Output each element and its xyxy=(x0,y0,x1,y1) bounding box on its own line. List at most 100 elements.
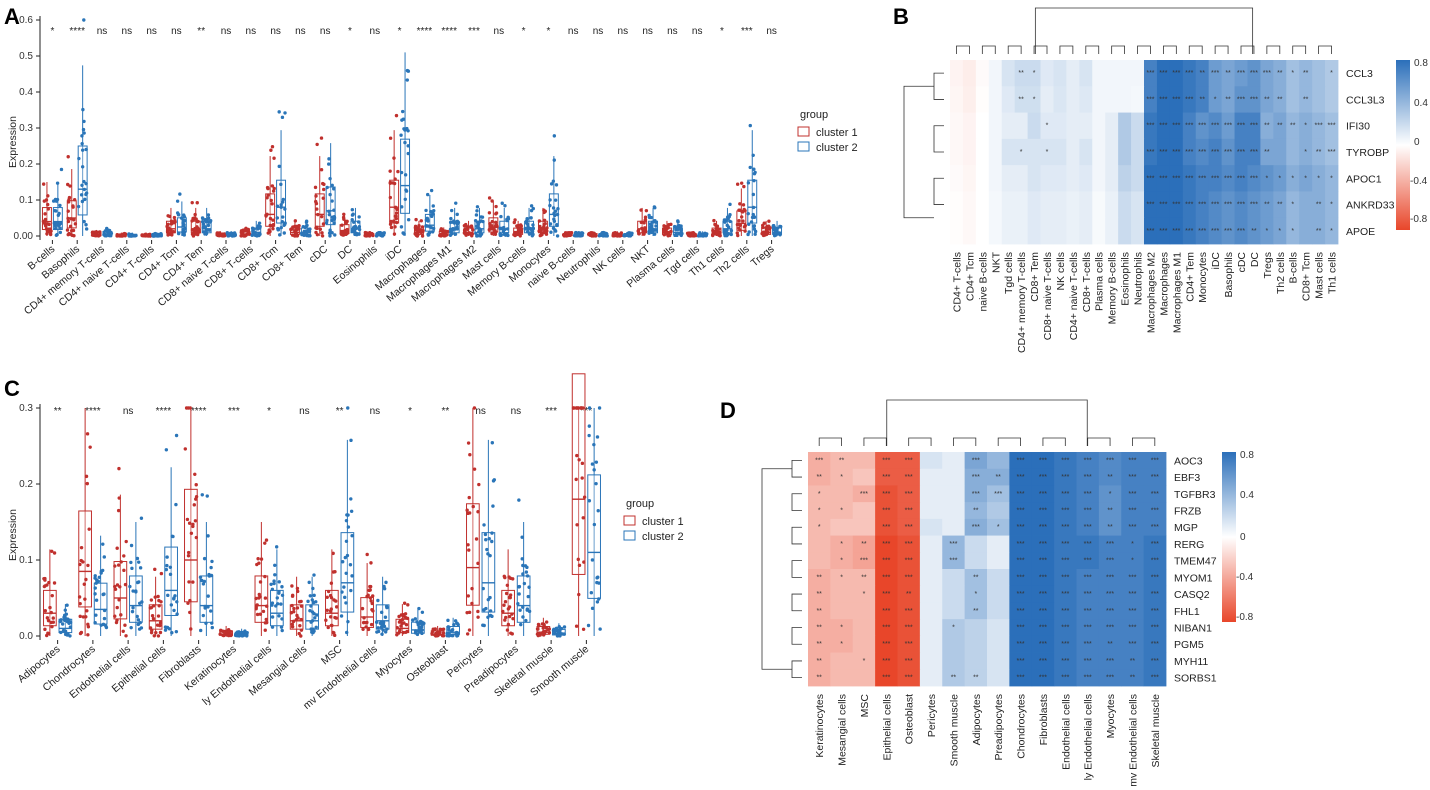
panel-b-cell xyxy=(1079,60,1093,87)
panel-d-cell-star: *** xyxy=(1084,541,1092,548)
panel-a-box xyxy=(276,179,287,224)
panel-c-point xyxy=(406,603,410,607)
panel-b-cell xyxy=(1169,191,1184,219)
panel-d-cell xyxy=(808,635,831,653)
panel-a-point xyxy=(394,220,399,225)
panel-d-cell xyxy=(919,468,943,486)
panel-a-point xyxy=(718,234,722,238)
panel-d-col-label: Keratinocytes xyxy=(814,694,826,758)
legend-swatch-cluster2 xyxy=(623,530,636,541)
panel-a-point xyxy=(454,201,458,205)
panel-a-point xyxy=(388,169,392,173)
panel-d-cell-star: *** xyxy=(1061,508,1069,515)
panel-d-cell-star: *** xyxy=(1039,641,1047,648)
panel-d-cell xyxy=(1054,602,1077,620)
panel-a-point xyxy=(553,198,558,202)
panel-a-point xyxy=(651,229,656,233)
panel-a-point xyxy=(475,209,479,213)
panel-d-cell-star: *** xyxy=(1106,558,1114,565)
panel-c-point xyxy=(465,610,469,615)
panel-b-cell xyxy=(1195,165,1210,192)
panel-d-cell xyxy=(1121,535,1145,553)
panel-c-point xyxy=(158,623,162,628)
panel-c-point xyxy=(60,622,65,626)
panel-d-row-dendrogram-branch xyxy=(791,459,802,478)
panel-b-cell xyxy=(1312,191,1326,219)
panel-d-cell-star: * xyxy=(840,641,843,648)
panel-a-point xyxy=(56,213,61,217)
panel-c-point xyxy=(102,616,107,621)
panel-d-cell-star: * xyxy=(818,524,821,531)
panel-c-point xyxy=(59,619,63,623)
panel-d-cell xyxy=(897,468,921,486)
panel-c-box xyxy=(148,604,163,630)
panel-a-point xyxy=(430,230,435,234)
panel-a-point xyxy=(71,204,75,208)
panel-b-cell-star: * xyxy=(1291,228,1294,235)
panel-c-point xyxy=(332,631,336,635)
panel-c-point xyxy=(44,633,49,638)
panel-c-point xyxy=(404,622,409,627)
panel-a-point xyxy=(443,233,448,237)
panel-c-point xyxy=(582,560,586,564)
panel-c-point xyxy=(343,595,347,600)
panel-c-xtick-label: MSC xyxy=(319,643,345,667)
panel-d-cell xyxy=(942,452,966,470)
panel-d-cell xyxy=(852,569,876,587)
panel-c-point xyxy=(164,448,169,452)
panel-a-point xyxy=(599,232,604,236)
panel-b-col-label: cDC xyxy=(1236,252,1248,273)
panel-c-significance-label: ** xyxy=(336,406,344,417)
panel-a-point xyxy=(394,211,399,215)
panel-a-point xyxy=(319,136,324,140)
panel-d-cell-star: *** xyxy=(1016,457,1024,464)
panel-d-cell-star: *** xyxy=(1084,491,1092,498)
panel-d-cell xyxy=(942,518,966,536)
panel-a-point xyxy=(393,177,397,181)
panel-b-cell xyxy=(1195,191,1210,219)
panel-a-point xyxy=(722,229,726,233)
panel-a-point xyxy=(462,228,467,232)
panel-d-cell xyxy=(1054,552,1077,570)
panel-c-point xyxy=(272,581,276,586)
panel-a-point xyxy=(83,197,87,202)
panel-d-cell-star: ** xyxy=(1107,641,1113,648)
panel-c-point xyxy=(541,626,545,630)
panel-a-point xyxy=(747,222,751,227)
panel-a-point xyxy=(406,144,410,148)
panel-b-cell xyxy=(1092,165,1106,192)
panel-b-row-label: ANKRD33 xyxy=(1346,200,1395,212)
panel-d-cell xyxy=(875,452,898,470)
panel-b-cell xyxy=(1169,86,1184,113)
panel-a-point xyxy=(611,234,615,238)
panel-c-point xyxy=(413,617,418,621)
panel-a-point xyxy=(357,232,361,236)
panel-c-point xyxy=(592,522,597,527)
panel-d-col-dendrogram-branch xyxy=(818,437,842,446)
panel-a-point xyxy=(206,213,211,217)
panel-b-cell xyxy=(1286,112,1300,140)
panel-a-point xyxy=(490,199,494,203)
panel-a-point xyxy=(537,219,542,223)
panel-d-cell xyxy=(1143,669,1167,687)
panel-d-cell xyxy=(1143,619,1167,637)
panel-c-point xyxy=(467,610,472,615)
panel-b-row-dendrogram-branch xyxy=(933,125,944,153)
panel-c-point xyxy=(84,615,88,619)
panel-d-cell-star: *** xyxy=(972,491,980,498)
panel-d-cell-star: *** xyxy=(905,608,913,615)
panel-b-cell xyxy=(1195,112,1210,140)
panel-b-cell xyxy=(1299,86,1313,113)
panel-a-point xyxy=(413,226,418,230)
panel-d-cell xyxy=(1054,585,1077,603)
panel-c-point xyxy=(343,555,348,560)
panel-c-point xyxy=(524,570,529,574)
panel-a-point xyxy=(392,232,397,236)
panel-c-point xyxy=(88,445,92,449)
panel-a-point xyxy=(552,158,556,162)
panel-d-cell xyxy=(1009,518,1033,536)
panel-a-point xyxy=(430,214,434,219)
panel-d-cell xyxy=(830,535,854,553)
panel-a-point xyxy=(739,181,744,185)
panel-d-cell xyxy=(919,652,943,670)
